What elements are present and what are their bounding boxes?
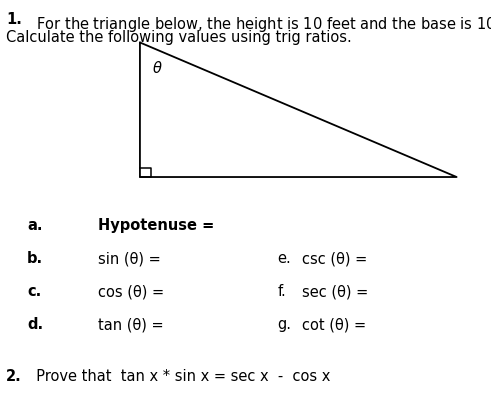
Text: f.: f. [277, 284, 286, 299]
Text: csc (θ) =: csc (θ) = [302, 251, 367, 266]
Text: θ: θ [152, 61, 161, 76]
Text: e.: e. [277, 251, 291, 266]
Text: d.: d. [27, 317, 43, 332]
Text: sin (θ) =: sin (θ) = [98, 251, 161, 266]
Text: c.: c. [27, 284, 41, 299]
Text: Prove that  tan x * sin x = sec x  -  cos x: Prove that tan x * sin x = sec x - cos x [27, 368, 330, 383]
Text: 1.: 1. [6, 12, 22, 26]
Text: b.: b. [27, 251, 43, 266]
Text: cos (θ) =: cos (θ) = [98, 284, 164, 299]
Text: Hypotenuse =: Hypotenuse = [98, 218, 215, 233]
Text: sec (θ) =: sec (θ) = [302, 284, 368, 299]
Text: cot (θ) =: cot (θ) = [302, 317, 366, 332]
Text: tan (θ) =: tan (θ) = [98, 317, 164, 332]
Text: 2.: 2. [6, 368, 22, 383]
Text: For the triangle below, the height is 10 feet and the base is 10 $\sqrt{3}$  fee: For the triangle below, the height is 10… [27, 12, 491, 36]
Text: Calculate the following values using trig ratios.: Calculate the following values using tri… [6, 30, 352, 45]
Text: a.: a. [27, 218, 43, 233]
Text: g.: g. [277, 317, 292, 332]
